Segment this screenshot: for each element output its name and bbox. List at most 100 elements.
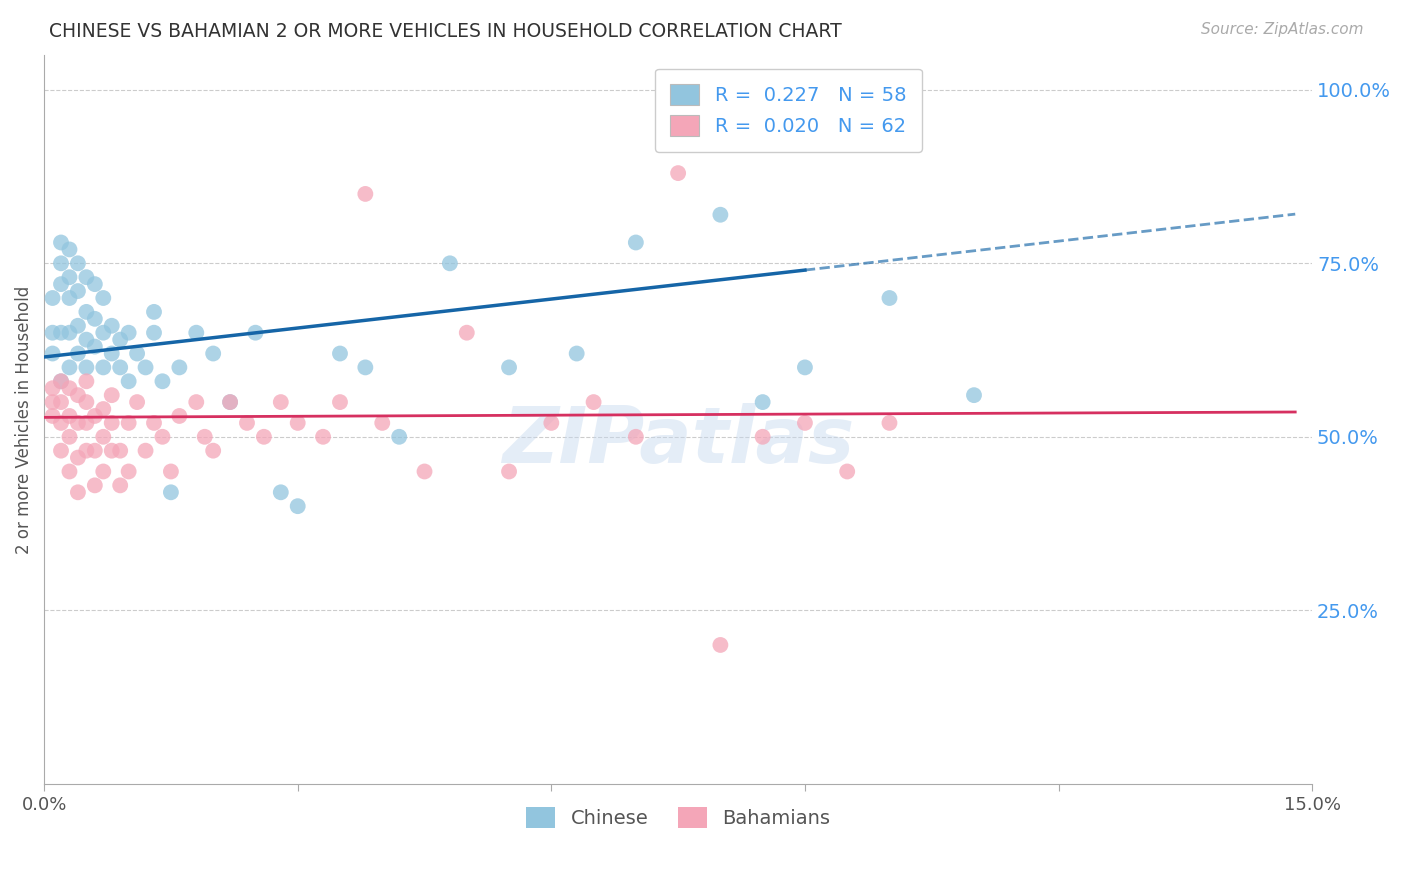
- Point: [963, 388, 986, 402]
- Y-axis label: 2 or more Vehicles in Household: 2 or more Vehicles in Household: [15, 285, 32, 554]
- Point: [152, 430, 174, 444]
- Point: [582, 395, 605, 409]
- Point: [83, 409, 105, 423]
- Point: [49, 443, 72, 458]
- Point: [202, 346, 225, 360]
- Point: [49, 374, 72, 388]
- Point: [75, 305, 97, 319]
- Point: [329, 346, 352, 360]
- Point: [143, 416, 166, 430]
- Point: [879, 291, 901, 305]
- Point: [91, 430, 114, 444]
- Point: [245, 326, 267, 340]
- Point: [91, 291, 114, 305]
- Point: [219, 395, 242, 409]
- Point: [58, 291, 80, 305]
- Point: [83, 443, 105, 458]
- Point: [751, 395, 773, 409]
- Point: [58, 360, 80, 375]
- Point: [66, 284, 89, 298]
- Point: [270, 395, 292, 409]
- Point: [127, 395, 149, 409]
- Point: [354, 360, 377, 375]
- Point: [100, 443, 122, 458]
- Point: [666, 166, 689, 180]
- Point: [143, 326, 166, 340]
- Point: [709, 208, 731, 222]
- Point: [143, 305, 166, 319]
- Point: [75, 443, 97, 458]
- Point: [456, 326, 478, 340]
- Point: [413, 465, 436, 479]
- Point: [75, 270, 97, 285]
- Point: [312, 430, 335, 444]
- Point: [793, 416, 815, 430]
- Point: [186, 395, 208, 409]
- Point: [49, 395, 72, 409]
- Point: [879, 416, 901, 430]
- Point: [751, 430, 773, 444]
- Point: [108, 443, 131, 458]
- Point: [152, 374, 174, 388]
- Point: [108, 478, 131, 492]
- Point: [160, 465, 183, 479]
- Point: [127, 346, 149, 360]
- Point: [58, 409, 80, 423]
- Point: [117, 374, 139, 388]
- Point: [58, 430, 80, 444]
- Point: [498, 360, 520, 375]
- Point: [66, 450, 89, 465]
- Point: [75, 374, 97, 388]
- Text: ZIPatlas: ZIPatlas: [502, 403, 855, 479]
- Point: [83, 340, 105, 354]
- Point: [117, 416, 139, 430]
- Point: [388, 430, 411, 444]
- Point: [108, 333, 131, 347]
- Point: [41, 346, 63, 360]
- Point: [75, 395, 97, 409]
- Point: [91, 465, 114, 479]
- Point: [624, 235, 647, 250]
- Point: [565, 346, 588, 360]
- Point: [75, 416, 97, 430]
- Point: [287, 499, 309, 513]
- Point: [100, 318, 122, 333]
- Point: [270, 485, 292, 500]
- Point: [83, 311, 105, 326]
- Point: [49, 256, 72, 270]
- Point: [135, 360, 157, 375]
- Point: [202, 443, 225, 458]
- Point: [41, 395, 63, 409]
- Point: [160, 485, 183, 500]
- Point: [58, 381, 80, 395]
- Point: [117, 326, 139, 340]
- Point: [329, 395, 352, 409]
- Point: [49, 326, 72, 340]
- Point: [100, 388, 122, 402]
- Point: [66, 318, 89, 333]
- Point: [135, 443, 157, 458]
- Point: [169, 409, 191, 423]
- Point: [58, 326, 80, 340]
- Point: [100, 416, 122, 430]
- Point: [75, 333, 97, 347]
- Point: [354, 186, 377, 201]
- Point: [91, 326, 114, 340]
- Point: [58, 243, 80, 257]
- Point: [66, 346, 89, 360]
- Point: [108, 360, 131, 375]
- Point: [58, 270, 80, 285]
- Point: [253, 430, 276, 444]
- Point: [91, 402, 114, 417]
- Point: [41, 326, 63, 340]
- Point: [439, 256, 461, 270]
- Point: [83, 478, 105, 492]
- Text: Source: ZipAtlas.com: Source: ZipAtlas.com: [1201, 22, 1364, 37]
- Point: [83, 277, 105, 292]
- Legend: Chinese, Bahamians: Chinese, Bahamians: [519, 799, 838, 836]
- Point: [219, 395, 242, 409]
- Point: [66, 485, 89, 500]
- Point: [100, 346, 122, 360]
- Point: [49, 235, 72, 250]
- Text: CHINESE VS BAHAMIAN 2 OR MORE VEHICLES IN HOUSEHOLD CORRELATION CHART: CHINESE VS BAHAMIAN 2 OR MORE VEHICLES I…: [49, 22, 842, 41]
